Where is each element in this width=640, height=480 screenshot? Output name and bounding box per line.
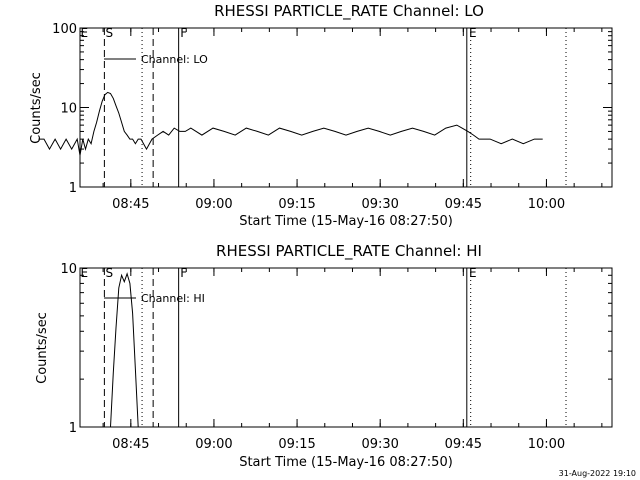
lo-event-marker: S bbox=[105, 26, 113, 40]
lo-x-tick-label: 10:00 bbox=[528, 197, 565, 212]
lo-event-marker: E bbox=[81, 26, 89, 40]
lo-x-tick-label: 09:45 bbox=[445, 197, 482, 212]
hi-series-line bbox=[110, 272, 139, 428]
lo-y-tick-label: 100 bbox=[52, 22, 77, 37]
hi-y-axis-label: Counts/sec bbox=[35, 312, 50, 384]
lo-x-axis-label: Start Time (15-May-16 08:27:50) bbox=[239, 214, 453, 229]
hi-x-tick-label: 10:00 bbox=[528, 437, 565, 452]
lo-y-tick-label: 1 bbox=[69, 181, 77, 196]
lo-axes-frame bbox=[79, 27, 613, 188]
hi-x-tick-label: 09:00 bbox=[195, 437, 232, 452]
lo-x-tick-label: 09:30 bbox=[361, 197, 398, 212]
hi-x-tick-label: 09:30 bbox=[361, 437, 398, 452]
lo-x-tick-label: 09:00 bbox=[195, 197, 232, 212]
hi-axes-frame bbox=[79, 267, 613, 428]
hi-x-tick-label: 09:45 bbox=[445, 437, 482, 452]
hi-event-marker: F bbox=[180, 266, 187, 280]
lo-event-marker: F bbox=[180, 26, 187, 40]
hi-y-tick-label: 1 bbox=[69, 421, 77, 436]
lo-legend-label: Channel: LO bbox=[141, 53, 208, 66]
lo-series-line bbox=[38, 91, 543, 156]
timestamp-label: 31-Aug-2022 19:10 bbox=[559, 469, 636, 478]
hi-x-axis-label: Start Time (15-May-16 08:27:50) bbox=[239, 455, 453, 470]
hi-event-marker: E bbox=[81, 266, 89, 280]
lo-y-tick-label: 10 bbox=[60, 102, 77, 117]
lo-y-axis-label: Counts/sec bbox=[29, 72, 44, 144]
hi-x-tick-label: 09:15 bbox=[278, 437, 315, 452]
lo-chart-title: RHESSI PARTICLE_RATE Channel: LO bbox=[214, 2, 484, 21]
hi-x-tick-label: 08:45 bbox=[112, 437, 149, 452]
hi-event-marker: E bbox=[469, 266, 477, 280]
hi-y-tick-label: 10 bbox=[60, 262, 77, 277]
lo-channel-panel: RHESSI PARTICLE_RATE Channel: LO Counts/… bbox=[29, 2, 613, 229]
hi-chart-title: RHESSI PARTICLE_RATE Channel: HI bbox=[216, 242, 482, 261]
lo-x-tick-label: 09:15 bbox=[278, 197, 315, 212]
lo-event-marker: E bbox=[469, 26, 477, 40]
lo-x-tick-label: 08:45 bbox=[112, 197, 149, 212]
hi-legend-label: Channel: HI bbox=[141, 292, 205, 305]
hi-event-marker: S bbox=[105, 266, 113, 280]
hi-channel-panel: RHESSI PARTICLE_RATE Channel: HI Counts/… bbox=[35, 242, 613, 470]
